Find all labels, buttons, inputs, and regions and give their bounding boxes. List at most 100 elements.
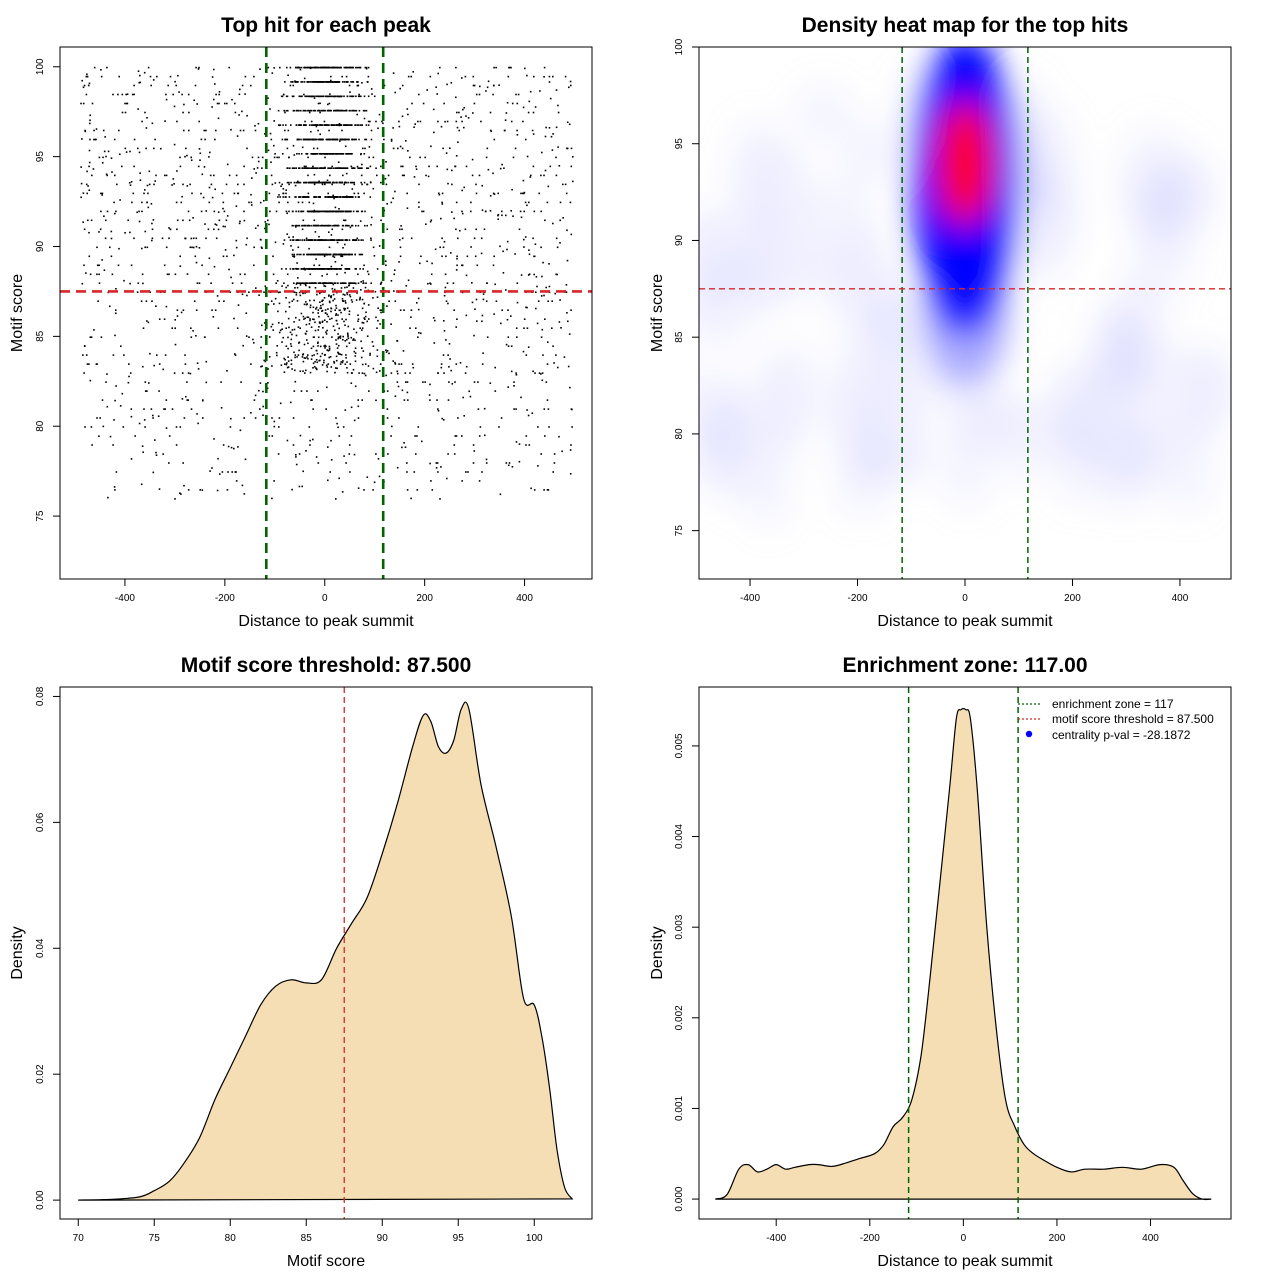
scatter-point — [297, 239, 299, 241]
scatter-point — [271, 435, 274, 437]
scatter-point — [169, 228, 172, 231]
scatter-point — [406, 207, 409, 209]
scatter-point — [244, 93, 246, 95]
scatter-point — [477, 408, 480, 410]
scatter-point — [312, 202, 315, 205]
scatter-point — [303, 282, 305, 285]
scatter-point — [322, 167, 324, 169]
scatter-point — [175, 84, 177, 87]
scatter-point — [570, 84, 572, 87]
scatter-point — [351, 181, 354, 184]
scatter-point — [261, 167, 263, 169]
scatter-point — [273, 425, 276, 428]
scatter-point — [475, 93, 478, 96]
scatter-point — [88, 363, 90, 365]
scatter-point — [311, 354, 314, 357]
scatter-point — [115, 210, 117, 213]
scatter-point — [492, 172, 494, 175]
scatter-point — [373, 481, 376, 484]
scatter-point — [326, 386, 328, 389]
scatter-point — [278, 426, 280, 428]
scatter-point — [346, 138, 349, 141]
scatter-point — [343, 307, 345, 310]
scatter-point — [286, 147, 289, 150]
scatter-point — [304, 357, 307, 359]
scatter-point — [220, 381, 222, 383]
scatter-point — [307, 268, 310, 270]
scatter-point — [498, 426, 500, 428]
scatter-point — [138, 81, 140, 84]
scatter-point — [103, 215, 105, 217]
scatter-point — [365, 138, 368, 141]
scatter-point — [512, 156, 515, 159]
scatter-point — [142, 365, 144, 368]
scatter-point — [337, 124, 339, 126]
scatter-point — [345, 109, 348, 112]
scatter-point — [292, 255, 294, 258]
scatter-point — [287, 167, 289, 169]
scatter-point — [319, 181, 321, 184]
scatter-point — [437, 72, 439, 75]
scatter-point — [288, 210, 290, 213]
scatter-point — [314, 231, 317, 233]
scatter-point — [302, 219, 305, 222]
scatter-point — [537, 465, 539, 467]
scatter-point — [564, 183, 567, 186]
scatter-point — [337, 333, 339, 335]
scatter-point — [308, 247, 310, 250]
scatter-point — [350, 81, 352, 83]
scatter-point — [548, 426, 550, 428]
scatter-point — [332, 283, 335, 286]
scatter-point — [344, 340, 346, 342]
scatter-point — [327, 363, 330, 365]
scatter-point — [294, 184, 297, 187]
scatter-point — [349, 282, 351, 284]
scatter-point — [88, 165, 90, 168]
distance-density-x-tick-label: -400 — [766, 1233, 786, 1244]
scatter-point — [112, 444, 114, 446]
scatter-point — [309, 239, 311, 241]
scatter-point — [359, 296, 361, 299]
scatter-point — [522, 106, 525, 109]
scatter-point — [501, 163, 503, 166]
scatter-point — [144, 381, 147, 383]
scatter-point — [345, 81, 348, 83]
scatter-point — [510, 370, 513, 373]
scatter-point — [171, 408, 174, 410]
scatter-point — [188, 219, 191, 222]
scatter-point — [514, 253, 516, 255]
scatter-point — [100, 69, 102, 71]
scatter-point — [204, 138, 206, 141]
scatter-point — [322, 210, 324, 213]
scatter-point — [315, 456, 318, 458]
scatter-point — [117, 93, 119, 96]
scatter-point — [341, 361, 344, 364]
scatter-point — [341, 181, 344, 184]
scatter-point — [211, 196, 214, 199]
scatter-point — [346, 291, 348, 294]
scatter-point — [476, 264, 479, 267]
scatter-point — [398, 417, 400, 419]
scatter-point — [505, 289, 507, 291]
scatter-point — [181, 372, 184, 374]
scatter-point — [350, 282, 352, 284]
scatter-point — [544, 135, 547, 138]
scatter-point — [316, 109, 319, 112]
scatter-point — [497, 218, 499, 220]
scatter-point — [378, 475, 381, 478]
scatter-point — [245, 335, 248, 337]
scatter-point — [351, 66, 353, 69]
scatter-point — [301, 146, 304, 149]
scatter-point — [280, 268, 283, 270]
scatter-point — [319, 359, 321, 362]
scatter-point — [234, 111, 237, 114]
scatter-point — [563, 356, 566, 358]
scatter-point — [534, 106, 537, 108]
scatter-point — [291, 368, 293, 370]
scatter-point — [366, 476, 369, 478]
scatter-point — [289, 268, 292, 270]
scatter-point — [317, 312, 319, 314]
scatter-point — [556, 246, 559, 249]
scatter-point — [357, 192, 360, 195]
